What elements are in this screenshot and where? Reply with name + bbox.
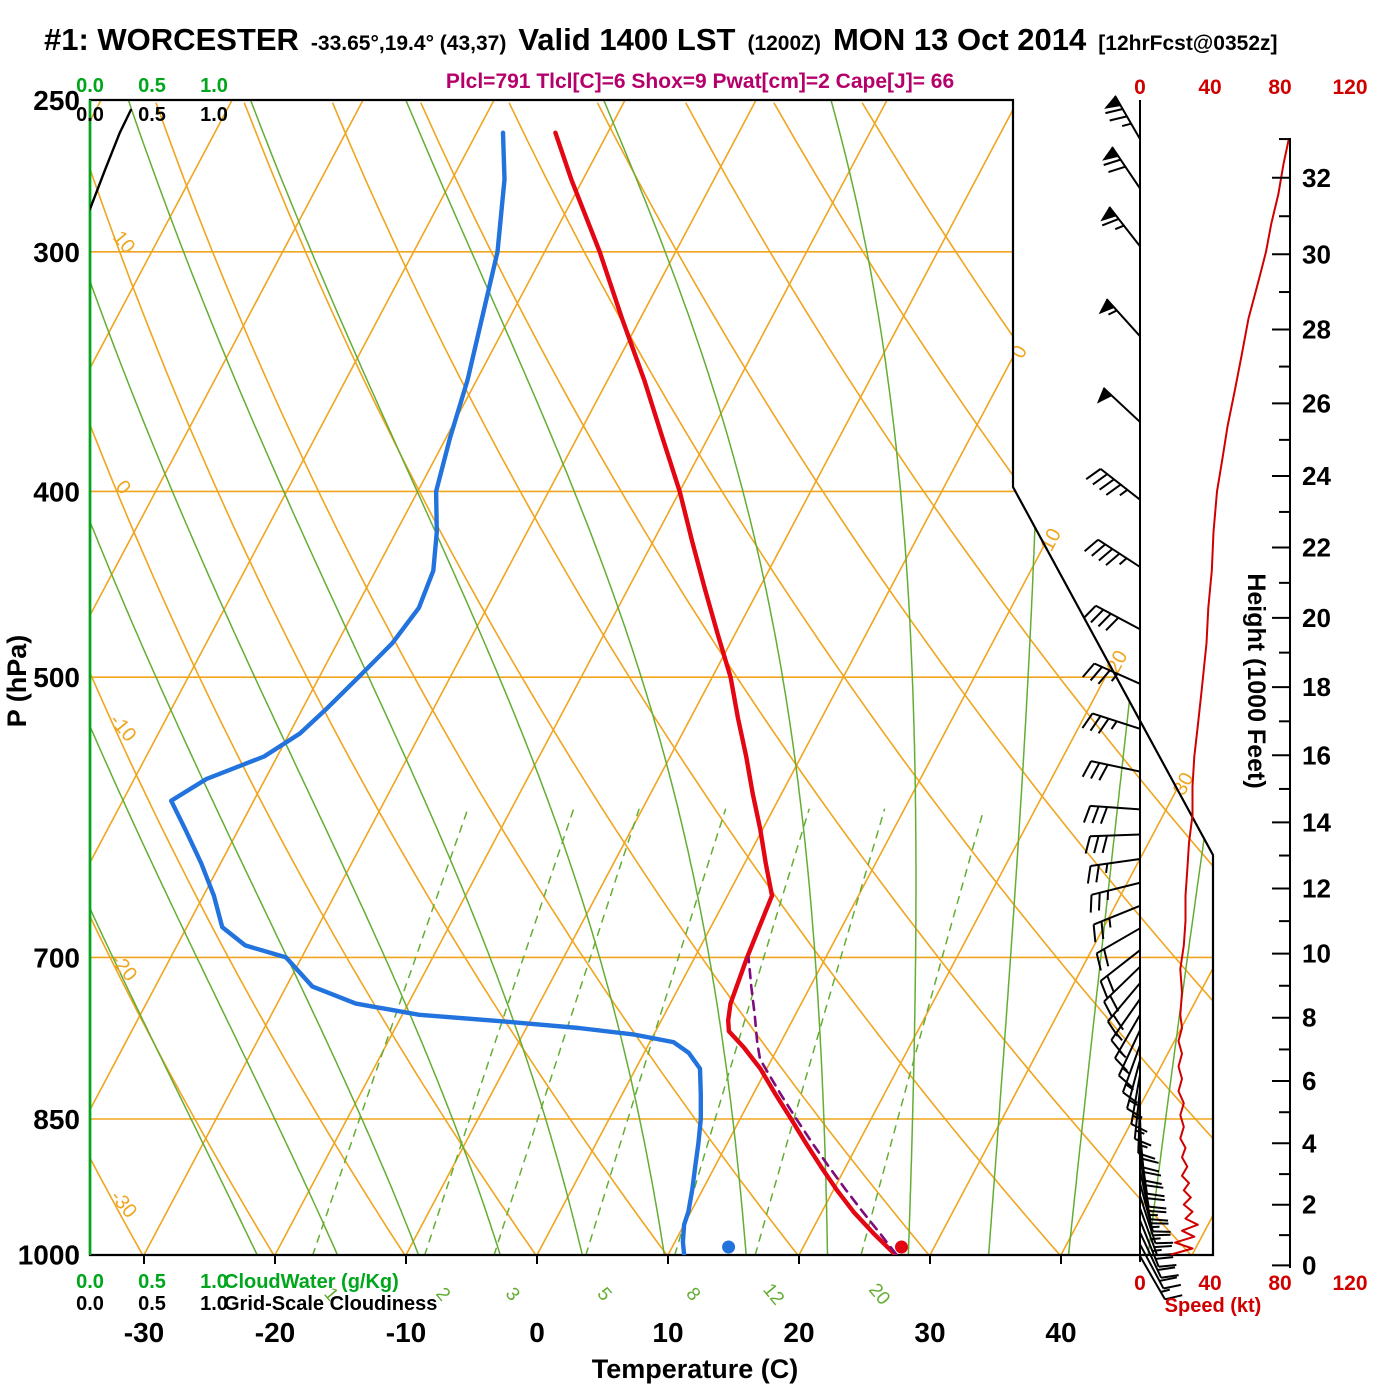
svg-text:0.0: 0.0 <box>76 1271 104 1293</box>
svg-text:80: 80 <box>1268 1272 1291 1295</box>
svg-text:10: 10 <box>1302 939 1331 969</box>
svg-text:120: 120 <box>1332 76 1367 99</box>
svg-text:120: 120 <box>1332 1272 1367 1295</box>
svg-text:400: 400 <box>33 476 80 507</box>
svg-text:0: 0 <box>1302 1250 1316 1280</box>
svg-text:20: 20 <box>783 1317 814 1348</box>
svg-text:12: 12 <box>1302 873 1331 903</box>
svg-text:0.0: 0.0 <box>76 1293 104 1315</box>
svg-text:CloudWater (g/Kg): CloudWater (g/Kg) <box>224 1271 399 1293</box>
svg-text:700: 700 <box>33 942 80 973</box>
svg-text:250: 250 <box>33 85 80 116</box>
svg-text:300: 300 <box>33 237 80 268</box>
svg-text:850: 850 <box>33 1104 80 1135</box>
svg-text:Height (1000 Feet): Height (1000 Feet) <box>1242 573 1270 788</box>
wind-barbs <box>1081 95 1183 1301</box>
sounding-parameters: Plcl=791 Tlcl[C]=6 Shox=9 Pwat[cm]=2 Cap… <box>445 70 955 93</box>
svg-text:2: 2 <box>1302 1190 1316 1220</box>
svg-text:Temperature (C): Temperature (C) <box>592 1354 799 1384</box>
svg-text:80: 80 <box>1268 76 1291 99</box>
svg-text:0: 0 <box>1134 76 1146 99</box>
svg-text:8: 8 <box>681 1284 704 1306</box>
svg-text:18: 18 <box>1302 672 1331 702</box>
svg-text:-20: -20 <box>255 1317 295 1348</box>
forecast-tag: [12hrFcst@0352z] <box>1098 32 1278 55</box>
svg-text:-10: -10 <box>386 1317 426 1348</box>
svg-text:20: 20 <box>1302 603 1331 633</box>
dewpoint-curve <box>168 130 703 1255</box>
svg-text:Speed (kt): Speed (kt) <box>1165 1295 1262 1317</box>
svg-text:12: 12 <box>758 1280 788 1310</box>
svg-text:22: 22 <box>1302 533 1331 563</box>
svg-text:0.5: 0.5 <box>138 1293 166 1315</box>
plot-border <box>88 98 1215 1262</box>
svg-text:-10: -10 <box>105 710 140 746</box>
svg-text:6: 6 <box>1302 1066 1316 1096</box>
svg-text:28: 28 <box>1302 314 1331 344</box>
svg-text:0.5: 0.5 <box>138 75 166 97</box>
svg-text:20: 20 <box>864 1280 894 1310</box>
svg-text:10: 10 <box>652 1317 683 1348</box>
svg-text:1.0: 1.0 <box>200 1271 228 1293</box>
station-title: #1: WORCESTER <box>44 22 299 57</box>
svg-text:1000: 1000 <box>18 1239 80 1270</box>
svg-text:-30: -30 <box>106 1186 141 1222</box>
svg-text:500: 500 <box>33 662 80 693</box>
svg-text:30: 30 <box>1302 239 1331 269</box>
svg-text:3: 3 <box>501 1284 524 1306</box>
wind-speed-profile <box>1170 138 1290 1256</box>
valid-utc: (1200Z) <box>747 32 821 55</box>
svg-text:40: 40 <box>1198 76 1221 99</box>
svg-text:0: 0 <box>1134 1272 1146 1295</box>
cloud-fraction-profile <box>90 108 133 211</box>
svg-text:1.0: 1.0 <box>200 104 228 126</box>
svg-text:24: 24 <box>1302 461 1331 491</box>
surface-dewpoint-dot <box>722 1240 736 1254</box>
svg-text:0: 0 <box>529 1317 545 1348</box>
svg-text:0.0: 0.0 <box>76 75 104 97</box>
svg-text:-30: -30 <box>124 1317 164 1348</box>
svg-text:4: 4 <box>1302 1128 1317 1158</box>
valid-time: Valid 1400 LST <box>518 22 736 57</box>
valid-date: MON 13 Oct 2014 <box>832 22 1087 57</box>
station-coords: -33.65°,19.4° (43,37) <box>310 32 507 55</box>
svg-text:0.0: 0.0 <box>76 104 104 126</box>
svg-text:30: 30 <box>914 1317 945 1348</box>
svg-text:32: 32 <box>1302 163 1331 193</box>
svg-text:14: 14 <box>1302 807 1331 837</box>
svg-text:26: 26 <box>1302 388 1331 418</box>
surface-parcel-dots <box>722 1240 908 1254</box>
mixing-ratio-lines <box>298 808 985 1255</box>
svg-text:16: 16 <box>1302 740 1331 770</box>
svg-text:0.5: 0.5 <box>138 1271 166 1293</box>
svg-text:1.0: 1.0 <box>200 1293 228 1315</box>
title-bar: #1: WORCESTER -33.65°,19.4° (43,37) Vali… <box>44 22 1278 58</box>
parcel-curve <box>747 956 898 1255</box>
svg-text:0.5: 0.5 <box>138 104 166 126</box>
svg-text:40: 40 <box>1045 1317 1076 1348</box>
svg-text:5: 5 <box>593 1284 616 1306</box>
svg-text:40: 40 <box>1198 1272 1221 1295</box>
svg-text:0: 0 <box>111 476 135 499</box>
svg-text:8: 8 <box>1302 1003 1316 1033</box>
temperature-curve <box>553 130 898 1255</box>
sounding-profiles <box>168 130 898 1255</box>
svg-text:1.0: 1.0 <box>200 75 228 97</box>
svg-text:P (hPa): P (hPa) <box>2 635 32 728</box>
surface-temperature-dot <box>894 1240 908 1254</box>
svg-text:Grid-Scale Cloudiness: Grid-Scale Cloudiness <box>224 1293 437 1315</box>
